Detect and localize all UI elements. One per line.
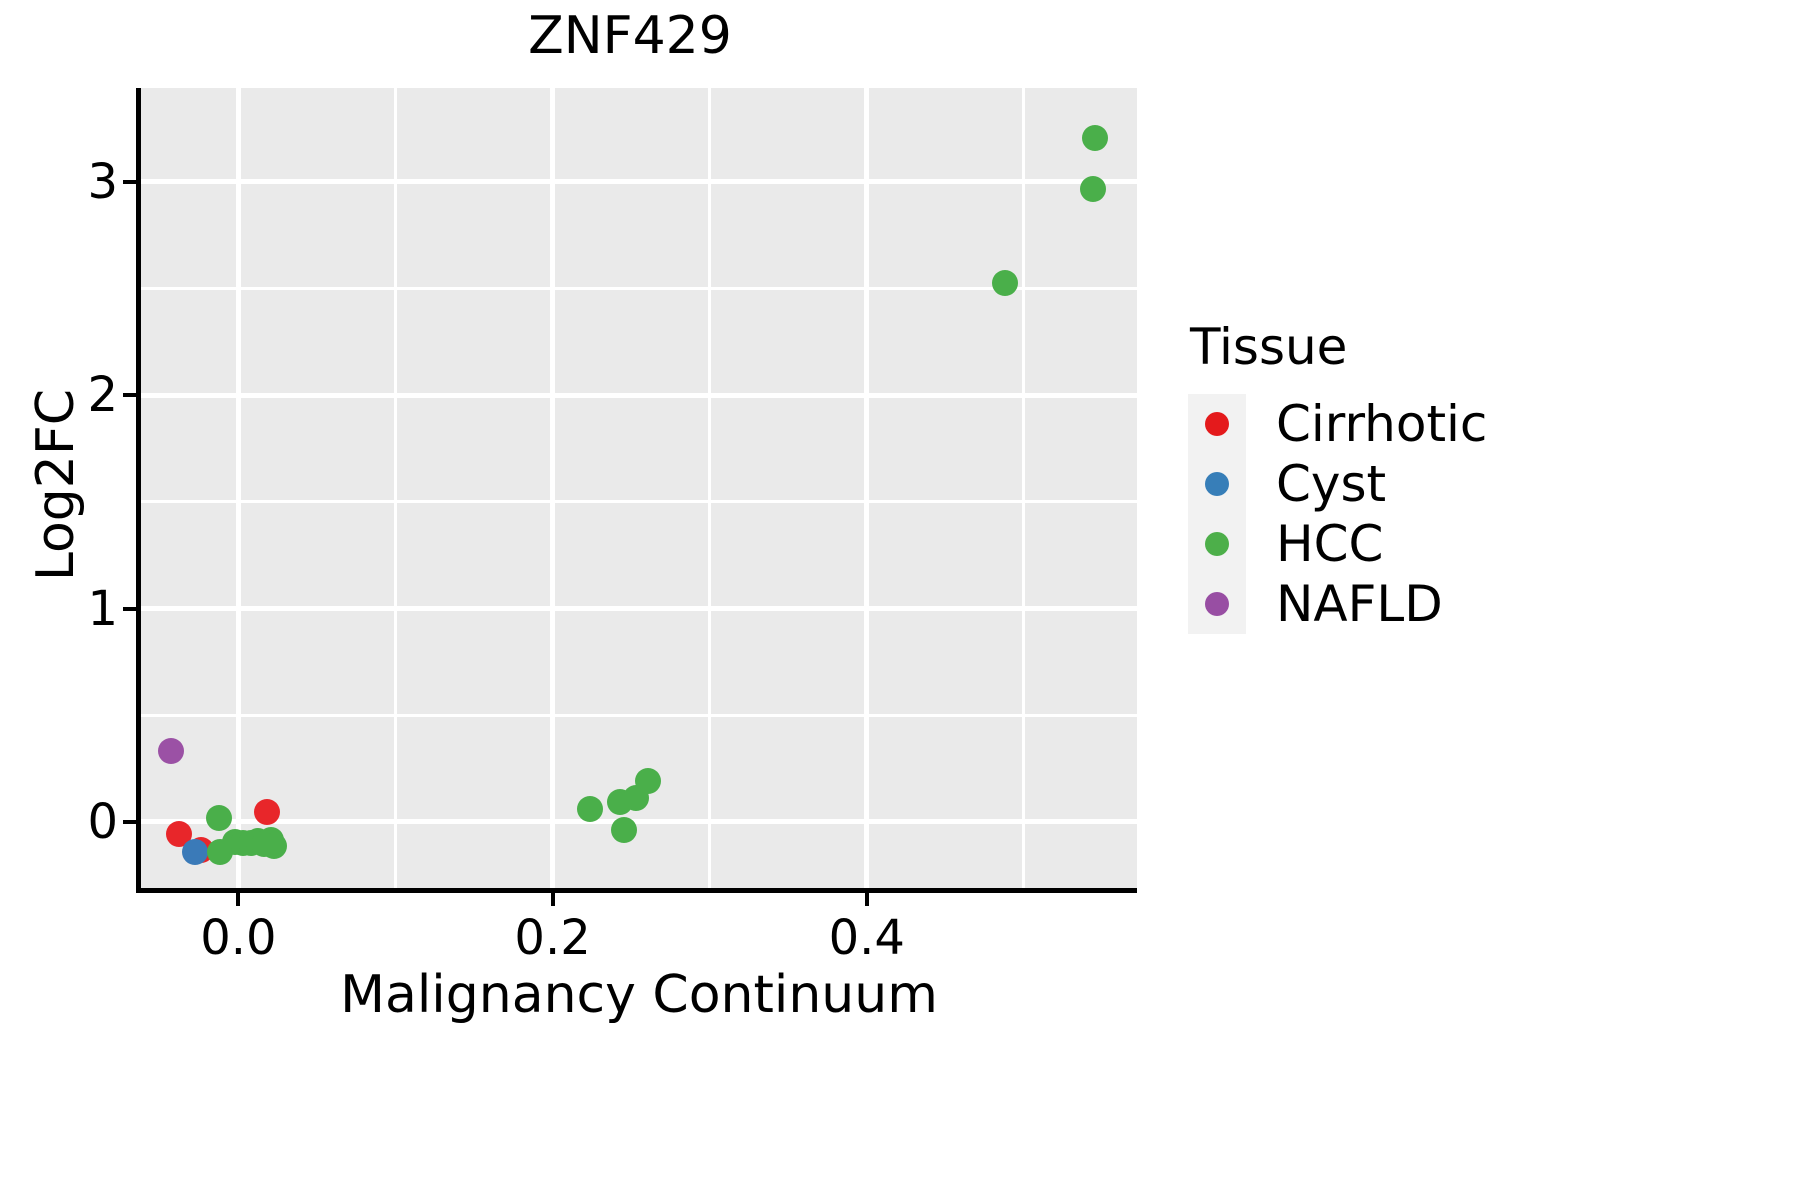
gridline: [235, 88, 241, 888]
legend-item-cyst[interactable]: Cyst: [1188, 454, 1788, 514]
legend-item-label: NAFLD: [1276, 575, 1443, 633]
circle-icon: [1205, 592, 1229, 616]
data-point-hcc: [205, 805, 232, 832]
circle-icon: [1205, 412, 1229, 436]
x-axis-title: Malignancy Continuum: [340, 965, 938, 1025]
y-tick-label: 1: [87, 580, 118, 637]
legend-item-cirrhotic[interactable]: Cirrhotic: [1188, 394, 1788, 454]
x-tick-label: 0.0: [200, 910, 277, 966]
gridline: [393, 88, 397, 888]
gridline: [141, 819, 1137, 825]
circle-icon: [1205, 472, 1229, 496]
gridline: [708, 88, 712, 888]
data-point-hcc: [1080, 176, 1106, 203]
data-point-hcc: [260, 832, 287, 859]
gridline: [864, 88, 870, 888]
legend-items: Cirrhotic Cyst HCC NAFLD: [1188, 394, 1788, 634]
gridline: [550, 88, 556, 888]
data-point-hcc: [1081, 125, 1108, 152]
legend-item-label: Cyst: [1276, 455, 1387, 513]
x-tick: [550, 893, 555, 906]
y-tick-label: 2: [87, 367, 118, 424]
gridline: [141, 713, 1137, 717]
gridline: [1022, 88, 1026, 888]
x-tick-label: 0.4: [828, 910, 905, 966]
y-axis-title: Log2FC: [26, 388, 86, 582]
x-tick: [236, 893, 241, 906]
y-tick: [123, 819, 136, 824]
page-title: ZNF429: [528, 6, 732, 66]
data-point-cyst: [182, 838, 209, 865]
gridline: [141, 287, 1137, 291]
y-tick: [123, 606, 136, 611]
data-point-hcc: [635, 768, 662, 795]
legend-item-nafld[interactable]: NAFLD: [1188, 574, 1788, 634]
x-tick: [864, 893, 869, 906]
y-tick: [123, 393, 136, 398]
y-axis-line: [136, 88, 141, 893]
gridline: [141, 606, 1137, 612]
plot-panel: [141, 88, 1137, 888]
legend-key-swatch: [1188, 394, 1246, 454]
data-point-hcc: [576, 795, 603, 822]
data-point-hcc: [611, 816, 638, 843]
circle-icon: [1205, 532, 1229, 556]
legend-item-hcc[interactable]: HCC: [1188, 514, 1788, 574]
legend-key-swatch: [1188, 454, 1246, 514]
legend: Tissue Cirrhotic Cyst HCC NAFLD: [1188, 318, 1788, 634]
legend-item-label: HCC: [1276, 515, 1384, 573]
x-axis-line: [136, 888, 1137, 893]
gridline: [141, 392, 1137, 398]
legend-title: Tissue: [1190, 318, 1348, 376]
legend-key-swatch: [1188, 574, 1246, 634]
gridline: [141, 500, 1137, 504]
y-tick-label: 0: [87, 793, 118, 850]
legend-key-swatch: [1188, 514, 1246, 574]
data-point-hcc: [992, 270, 1019, 297]
x-tick-label: 0.2: [514, 910, 591, 966]
y-tick-label: 3: [87, 153, 118, 210]
data-point-cirrhotic: [254, 798, 281, 825]
data-point-nafld: [157, 738, 184, 765]
gridline: [141, 179, 1137, 185]
y-tick: [123, 179, 136, 184]
legend-item-label: Cirrhotic: [1276, 395, 1488, 453]
